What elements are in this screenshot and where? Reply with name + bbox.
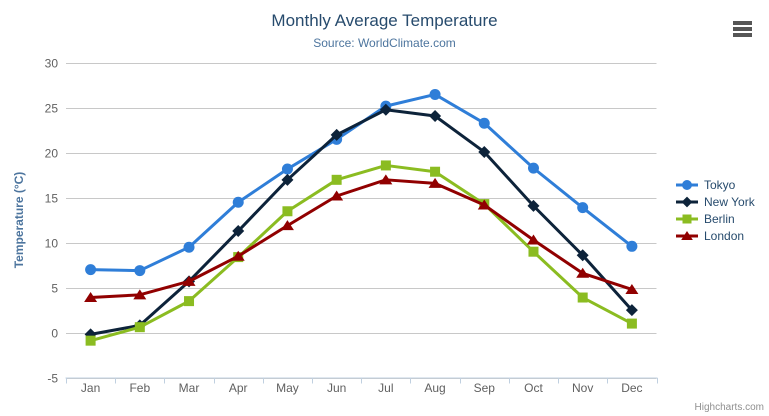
y-axis-label: 30: [45, 57, 59, 71]
circle-marker-icon: [676, 179, 698, 190]
series-london: [84, 174, 639, 303]
y-axis-label: 15: [45, 192, 59, 206]
legend: Tokyo New York Berlin London: [675, 176, 755, 244]
legend-item-berlin[interactable]: Berlin: [675, 210, 755, 227]
square-marker-icon: [676, 214, 698, 223]
hamburger-bar: [733, 21, 752, 25]
diamond-marker-icon: [676, 196, 698, 207]
x-axis-label: Dec: [621, 381, 642, 395]
triangle-marker-icon: [676, 230, 698, 240]
series-tokyo: [85, 88, 638, 277]
x-axis-label: Feb: [129, 381, 150, 395]
y-axis-label: 0: [51, 327, 58, 341]
chart-subtitle: Source: WorldClimate.com: [313, 36, 456, 50]
x-axis-label: Sep: [474, 381, 496, 395]
y-axis-label: 5: [51, 282, 58, 296]
x-axis-label: May: [276, 381, 299, 395]
y-axis-label: 25: [45, 102, 59, 116]
x-axis-label: Apr: [229, 381, 248, 395]
legend-item-london[interactable]: London: [675, 227, 755, 244]
y-axis-label: 10: [45, 237, 59, 251]
x-axis-label: Mar: [179, 381, 200, 395]
credits-link[interactable]: Highcharts.com: [694, 402, 764, 413]
x-axis-label: Nov: [572, 381, 593, 395]
x-axis-label: Jun: [327, 381, 346, 395]
hamburger-menu-icon[interactable]: [733, 21, 752, 39]
hamburger-bar: [733, 27, 752, 31]
legend-label: New York: [704, 194, 755, 209]
x-axis-label: Jan: [81, 381, 100, 395]
y-axis-label: 20: [45, 147, 59, 161]
legend-label: Berlin: [704, 211, 735, 226]
legend-item-new-york[interactable]: New York: [675, 193, 755, 210]
x-axis-label: Oct: [524, 381, 543, 395]
legend-label: London: [704, 228, 745, 243]
y-axis-label: -5: [47, 372, 58, 386]
x-axis-label: Jul: [378, 381, 393, 395]
hamburger-bar: [733, 33, 752, 37]
series-berlin: [85, 160, 637, 346]
legend-item-tokyo[interactable]: Tokyo: [675, 176, 755, 193]
legend-label: Tokyo: [704, 177, 736, 192]
series-new-york: [84, 103, 638, 341]
chart-title: Monthly Average Temperature: [271, 11, 498, 30]
x-axis-label: Aug: [424, 381, 445, 395]
y-axis-title: Temperature (°C): [12, 171, 26, 269]
